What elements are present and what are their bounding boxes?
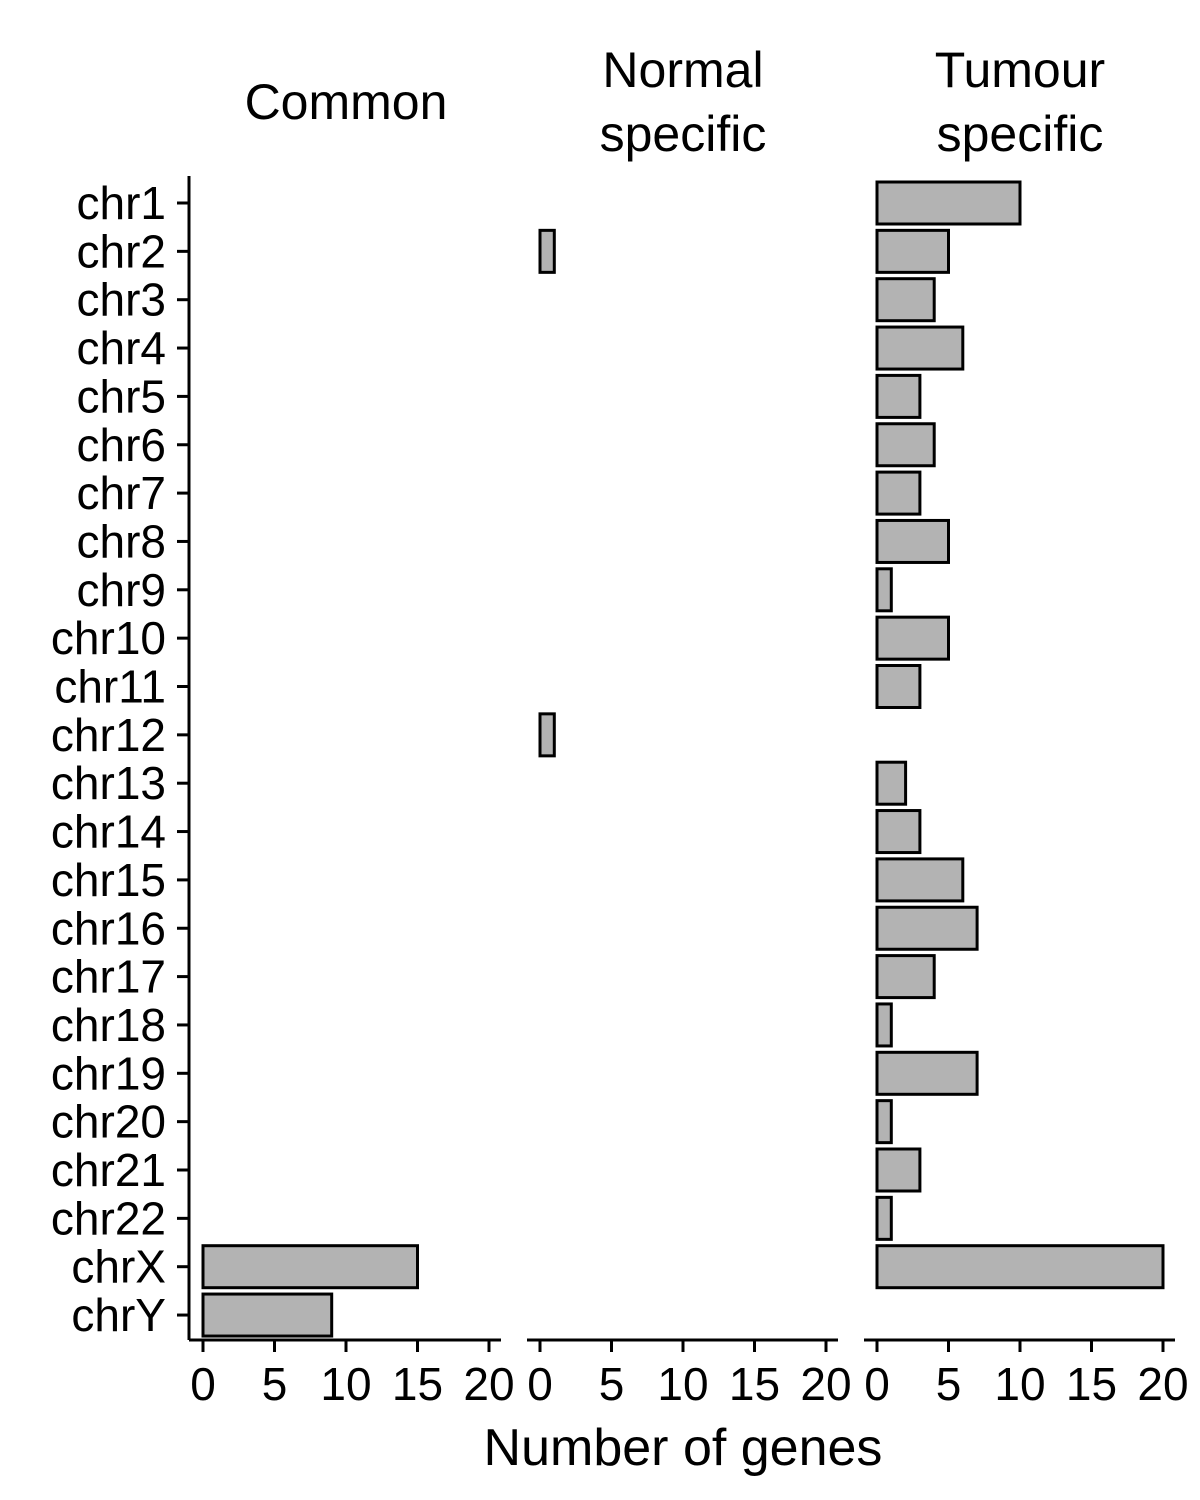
facet-panel: Tumour specific 0 5 10 15 20 [864,42,1189,1410]
bar [875,518,950,564]
x-tick-label: 5 [262,1358,288,1410]
facet-panel: Common 0 5 10 15 20 [189,74,515,1410]
bar [875,1002,893,1048]
y-tick-label: chr11 [54,661,166,713]
x-tick-label: 15 [1066,1358,1117,1410]
bar [875,1099,893,1145]
bar [875,954,936,1000]
bar [875,1244,1165,1290]
x-tick-label: 0 [190,1358,216,1410]
bar [875,228,950,274]
x-tick-label: 10 [994,1358,1045,1410]
y-tick-label: chr4 [77,322,166,374]
y-tick-label: chr19 [51,1047,166,1099]
bar [875,809,922,855]
y-tick-label: chr18 [51,999,166,1051]
y-tick-label: chr9 [77,564,166,616]
bar [875,1195,893,1241]
y-tick-label: chr2 [77,225,166,277]
bar [875,664,922,709]
x-axis-title: Number of genes [484,1419,883,1477]
bar [875,277,936,323]
bar [875,615,950,661]
x-tick-label: 15 [729,1358,780,1410]
x-tick-label: 10 [320,1358,371,1410]
y-tick-label: chr13 [51,757,166,809]
bar [875,905,979,951]
facet-title: Normal [602,42,763,98]
y-tick-label: chr15 [51,854,166,906]
y-tick-label: chr6 [77,419,166,471]
y-tick-label: chr16 [51,902,166,954]
bar [538,712,556,758]
x-tick-label: 20 [800,1358,851,1410]
bar [875,1050,979,1096]
bar [875,857,965,903]
y-tick-label: chr20 [51,1096,166,1148]
x-tick-label: 15 [392,1358,443,1410]
y-tick-label: chr1 [77,177,166,229]
y-tick-label: chrX [71,1241,166,1293]
y-tick-label: chr7 [77,467,166,519]
x-tick-label: 5 [936,1358,962,1410]
facet-title: Common [245,74,448,130]
bar [875,422,936,468]
y-tick-label: chr12 [51,709,166,761]
bar [875,325,965,371]
y-tick-label: chr3 [77,274,166,326]
x-tick-label: 0 [864,1358,890,1410]
y-tick-label: chr5 [77,370,166,422]
x-tick-label: 0 [527,1358,553,1410]
bar [538,228,556,274]
bar [875,180,1022,226]
y-axis: chr1chr2chr3chr4chr5chr6chr7chr8chr9chr1… [51,176,191,1341]
y-tick-label: chr10 [51,612,166,664]
bar [201,1244,419,1290]
y-tick-label: chr17 [51,951,166,1003]
x-tick-label: 20 [1137,1358,1188,1410]
facet-title: Tumour [935,42,1105,98]
y-tick-label: chr22 [51,1192,166,1244]
bar [201,1292,334,1338]
x-tick-label: 5 [599,1358,625,1410]
y-tick-label: chrY [71,1289,166,1341]
x-tick-label: 10 [657,1358,708,1410]
bar [875,567,893,613]
x-tick-label: 20 [463,1358,514,1410]
facet-title: specific [600,106,767,162]
y-tick-label: chr14 [51,806,166,858]
bar [875,760,908,806]
facet-title: specific [937,106,1104,162]
bar [875,373,922,419]
facet-panel: Normal specific 0 5 10 15 20 [527,42,852,1410]
bar [875,470,922,516]
y-tick-label: chr21 [51,1144,166,1196]
bar [875,1147,922,1193]
y-tick-label: chr8 [77,515,166,567]
